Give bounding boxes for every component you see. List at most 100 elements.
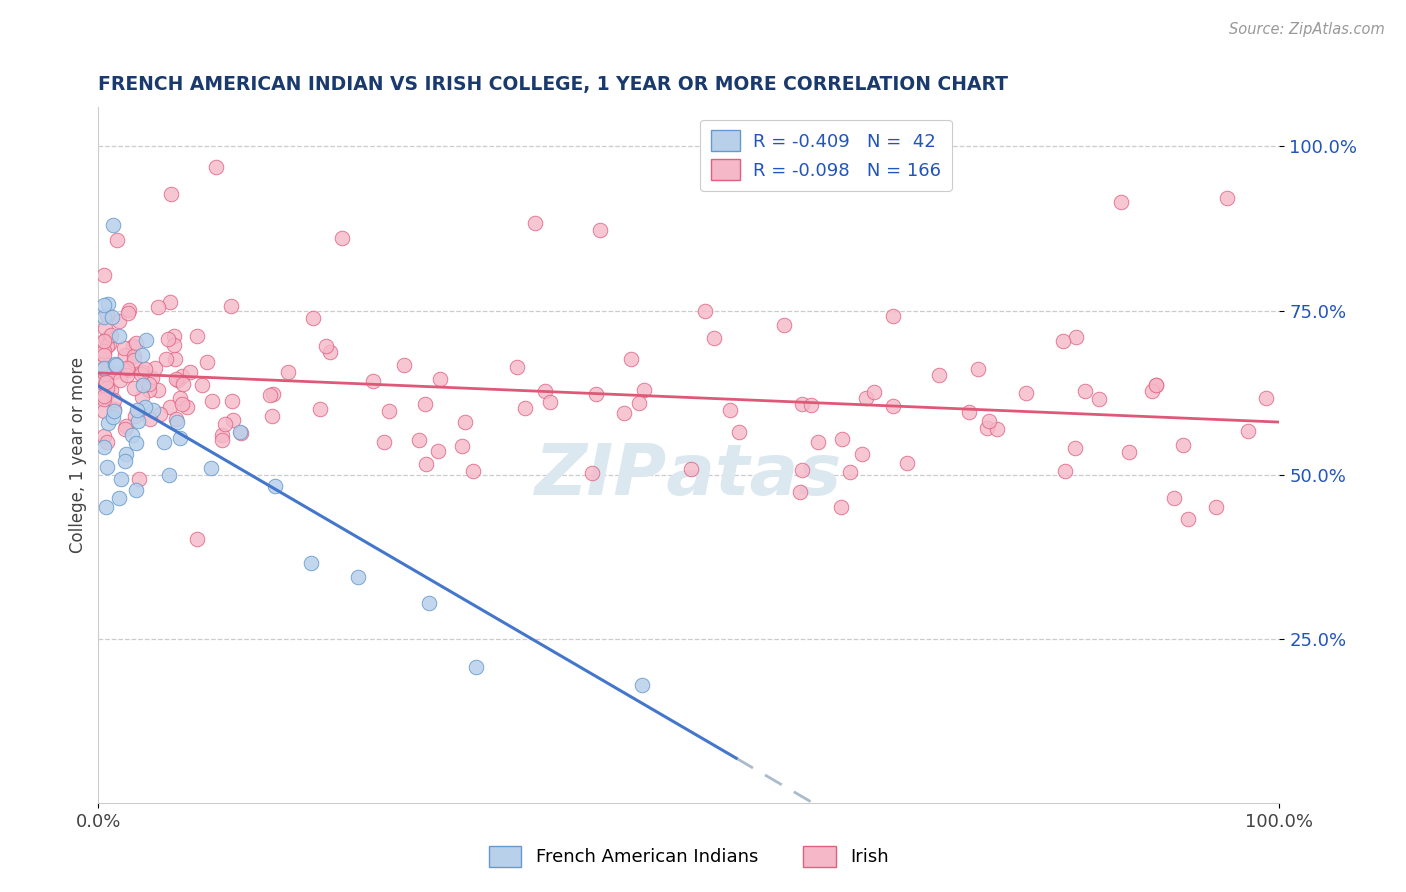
Point xyxy=(128,472,150,486)
Point xyxy=(792,463,814,477)
Point xyxy=(93,403,115,417)
Point xyxy=(789,484,811,499)
Point xyxy=(839,465,862,479)
Point xyxy=(93,268,115,282)
Point xyxy=(160,187,183,202)
Point xyxy=(149,407,172,421)
Point xyxy=(142,403,165,417)
Point xyxy=(152,435,174,450)
Point xyxy=(630,678,652,692)
Point xyxy=(1064,441,1087,455)
Point xyxy=(93,343,115,358)
Point xyxy=(124,409,146,423)
Point xyxy=(97,337,120,351)
Point xyxy=(613,406,636,420)
Point xyxy=(93,429,115,443)
Point xyxy=(790,397,813,411)
Point xyxy=(125,403,148,417)
Point xyxy=(260,409,283,424)
Point xyxy=(93,356,115,370)
Text: ZIP​atas: ZIP​atas xyxy=(536,442,842,510)
Point xyxy=(94,375,117,389)
Point xyxy=(117,368,139,382)
Point xyxy=(146,383,169,397)
Point xyxy=(450,439,472,453)
Point xyxy=(134,400,156,414)
Point xyxy=(124,381,146,395)
Point xyxy=(93,389,115,403)
Point xyxy=(1054,464,1077,478)
Point xyxy=(1177,512,1199,526)
Point xyxy=(139,412,162,426)
Point xyxy=(347,570,370,584)
Point xyxy=(204,160,226,174)
Point xyxy=(229,425,252,439)
Point xyxy=(585,387,607,401)
Point xyxy=(124,435,146,450)
Point xyxy=(93,440,115,454)
Point xyxy=(138,376,160,391)
Point xyxy=(882,309,904,323)
Point xyxy=(94,500,117,514)
Point xyxy=(957,405,980,419)
Point xyxy=(851,447,873,461)
Point xyxy=(581,466,603,480)
Text: FRENCH AMERICAN INDIAN VS IRISH COLLEGE, 1 YEAR OR MORE CORRELATION CHART: FRENCH AMERICAN INDIAN VS IRISH COLLEGE,… xyxy=(98,75,1008,95)
Point xyxy=(163,338,186,352)
Point xyxy=(1066,330,1088,344)
Point xyxy=(319,344,342,359)
Point xyxy=(427,444,450,458)
Point xyxy=(129,367,152,381)
Point xyxy=(131,391,153,405)
Point xyxy=(169,431,191,445)
Point xyxy=(159,400,181,414)
Point xyxy=(1142,384,1164,398)
Point xyxy=(967,362,990,376)
Point xyxy=(121,428,143,442)
Point xyxy=(93,364,115,378)
Point xyxy=(1144,377,1167,392)
Point xyxy=(127,414,149,428)
Point xyxy=(1237,424,1260,438)
Point xyxy=(114,348,136,362)
Point xyxy=(693,304,716,318)
Point xyxy=(186,532,208,546)
Point xyxy=(309,401,332,416)
Point xyxy=(211,433,233,447)
Point xyxy=(176,400,198,414)
Point xyxy=(1052,334,1074,348)
Point xyxy=(896,456,918,470)
Point xyxy=(589,223,612,237)
Point xyxy=(166,415,188,429)
Point xyxy=(122,338,145,352)
Point xyxy=(169,391,191,405)
Point xyxy=(97,297,120,311)
Point xyxy=(93,362,115,376)
Point xyxy=(96,460,118,475)
Point xyxy=(103,404,125,418)
Point xyxy=(148,300,170,314)
Point xyxy=(107,233,129,247)
Point xyxy=(115,419,138,434)
Point xyxy=(96,434,118,449)
Point xyxy=(703,331,725,345)
Point xyxy=(264,479,287,493)
Point xyxy=(408,433,430,447)
Point xyxy=(143,360,166,375)
Point xyxy=(627,396,650,410)
Point xyxy=(157,332,180,346)
Point xyxy=(122,353,145,368)
Point xyxy=(157,468,180,483)
Point xyxy=(93,392,115,406)
Point xyxy=(103,365,125,379)
Text: Source: ZipAtlas.com: Source: ZipAtlas.com xyxy=(1229,22,1385,37)
Point xyxy=(681,461,703,475)
Point xyxy=(831,433,853,447)
Point xyxy=(800,398,823,412)
Point xyxy=(93,360,115,375)
Point xyxy=(315,339,337,353)
Point xyxy=(112,341,135,355)
Point xyxy=(115,447,138,461)
Point xyxy=(172,377,194,392)
Point xyxy=(330,231,353,245)
